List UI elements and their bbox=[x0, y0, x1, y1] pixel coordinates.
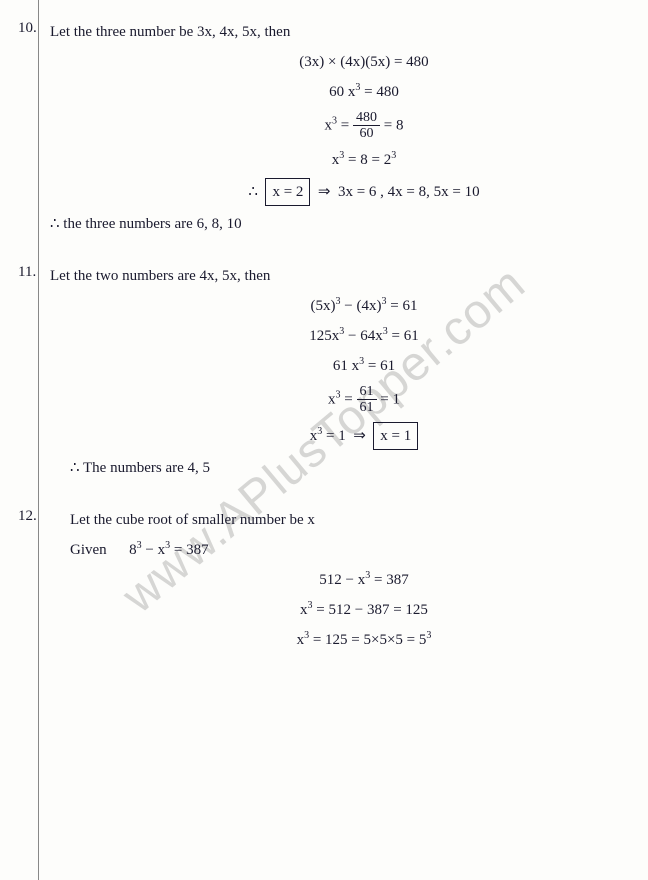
step-line: x3 = 8 = 23 bbox=[50, 148, 618, 172]
problem-11: 11. Let the two numbers are 4x, 5x, then… bbox=[50, 264, 618, 480]
boxed-answer: x = 1 bbox=[373, 422, 418, 450]
conclusion-line: ∴ the three numbers are 6, 8, 10 bbox=[50, 212, 618, 236]
problem-10: 10. Let the three number be 3x, 4x, 5x, … bbox=[50, 20, 618, 236]
question-number: 10. bbox=[18, 20, 37, 37]
step-line: x3 = 1 ⇒ x = 1 bbox=[50, 422, 618, 450]
step-line: x3 = 512 − 387 = 125 bbox=[50, 598, 618, 622]
intro-line: Let the three number be 3x, 4x, 5x, then bbox=[50, 20, 618, 44]
given-label: Given bbox=[70, 542, 107, 558]
step-line: (3x) × (4x)(5x) = 480 bbox=[50, 50, 618, 74]
step-line: 60 x3 = 480 bbox=[50, 80, 618, 104]
step-line: 512 − x3 = 387 bbox=[50, 568, 618, 592]
question-number: 12. bbox=[18, 508, 37, 525]
step-line: 61 x3 = 61 bbox=[50, 354, 618, 378]
intro-line: Let the cube root of smaller number be x bbox=[50, 508, 618, 532]
step-line: (5x)3 − (4x)3 = 61 bbox=[50, 294, 618, 318]
margin-rule bbox=[38, 0, 39, 880]
question-number: 11. bbox=[18, 264, 36, 281]
step-line: x3 = 48060 = 8 bbox=[50, 110, 618, 142]
problem-12: 12. Let the cube root of smaller number … bbox=[50, 508, 618, 652]
step-line: Given 83 − x3 = 387 bbox=[50, 538, 618, 562]
intro-line: Let the two numbers are 4x, 5x, then bbox=[50, 264, 618, 288]
step-line: ∴ x = 2 ⇒ 3x = 6 , 4x = 8, 5x = 10 bbox=[50, 178, 618, 206]
step-line: x3 = 125 = 5×5×5 = 53 bbox=[50, 628, 618, 652]
step-line: x3 = 6161 = 1 bbox=[50, 384, 618, 416]
boxed-answer: x = 2 bbox=[265, 178, 310, 206]
conclusion-line: ∴ The numbers are 4, 5 bbox=[50, 456, 618, 480]
step-line: 125x3 − 64x3 = 61 bbox=[50, 324, 618, 348]
